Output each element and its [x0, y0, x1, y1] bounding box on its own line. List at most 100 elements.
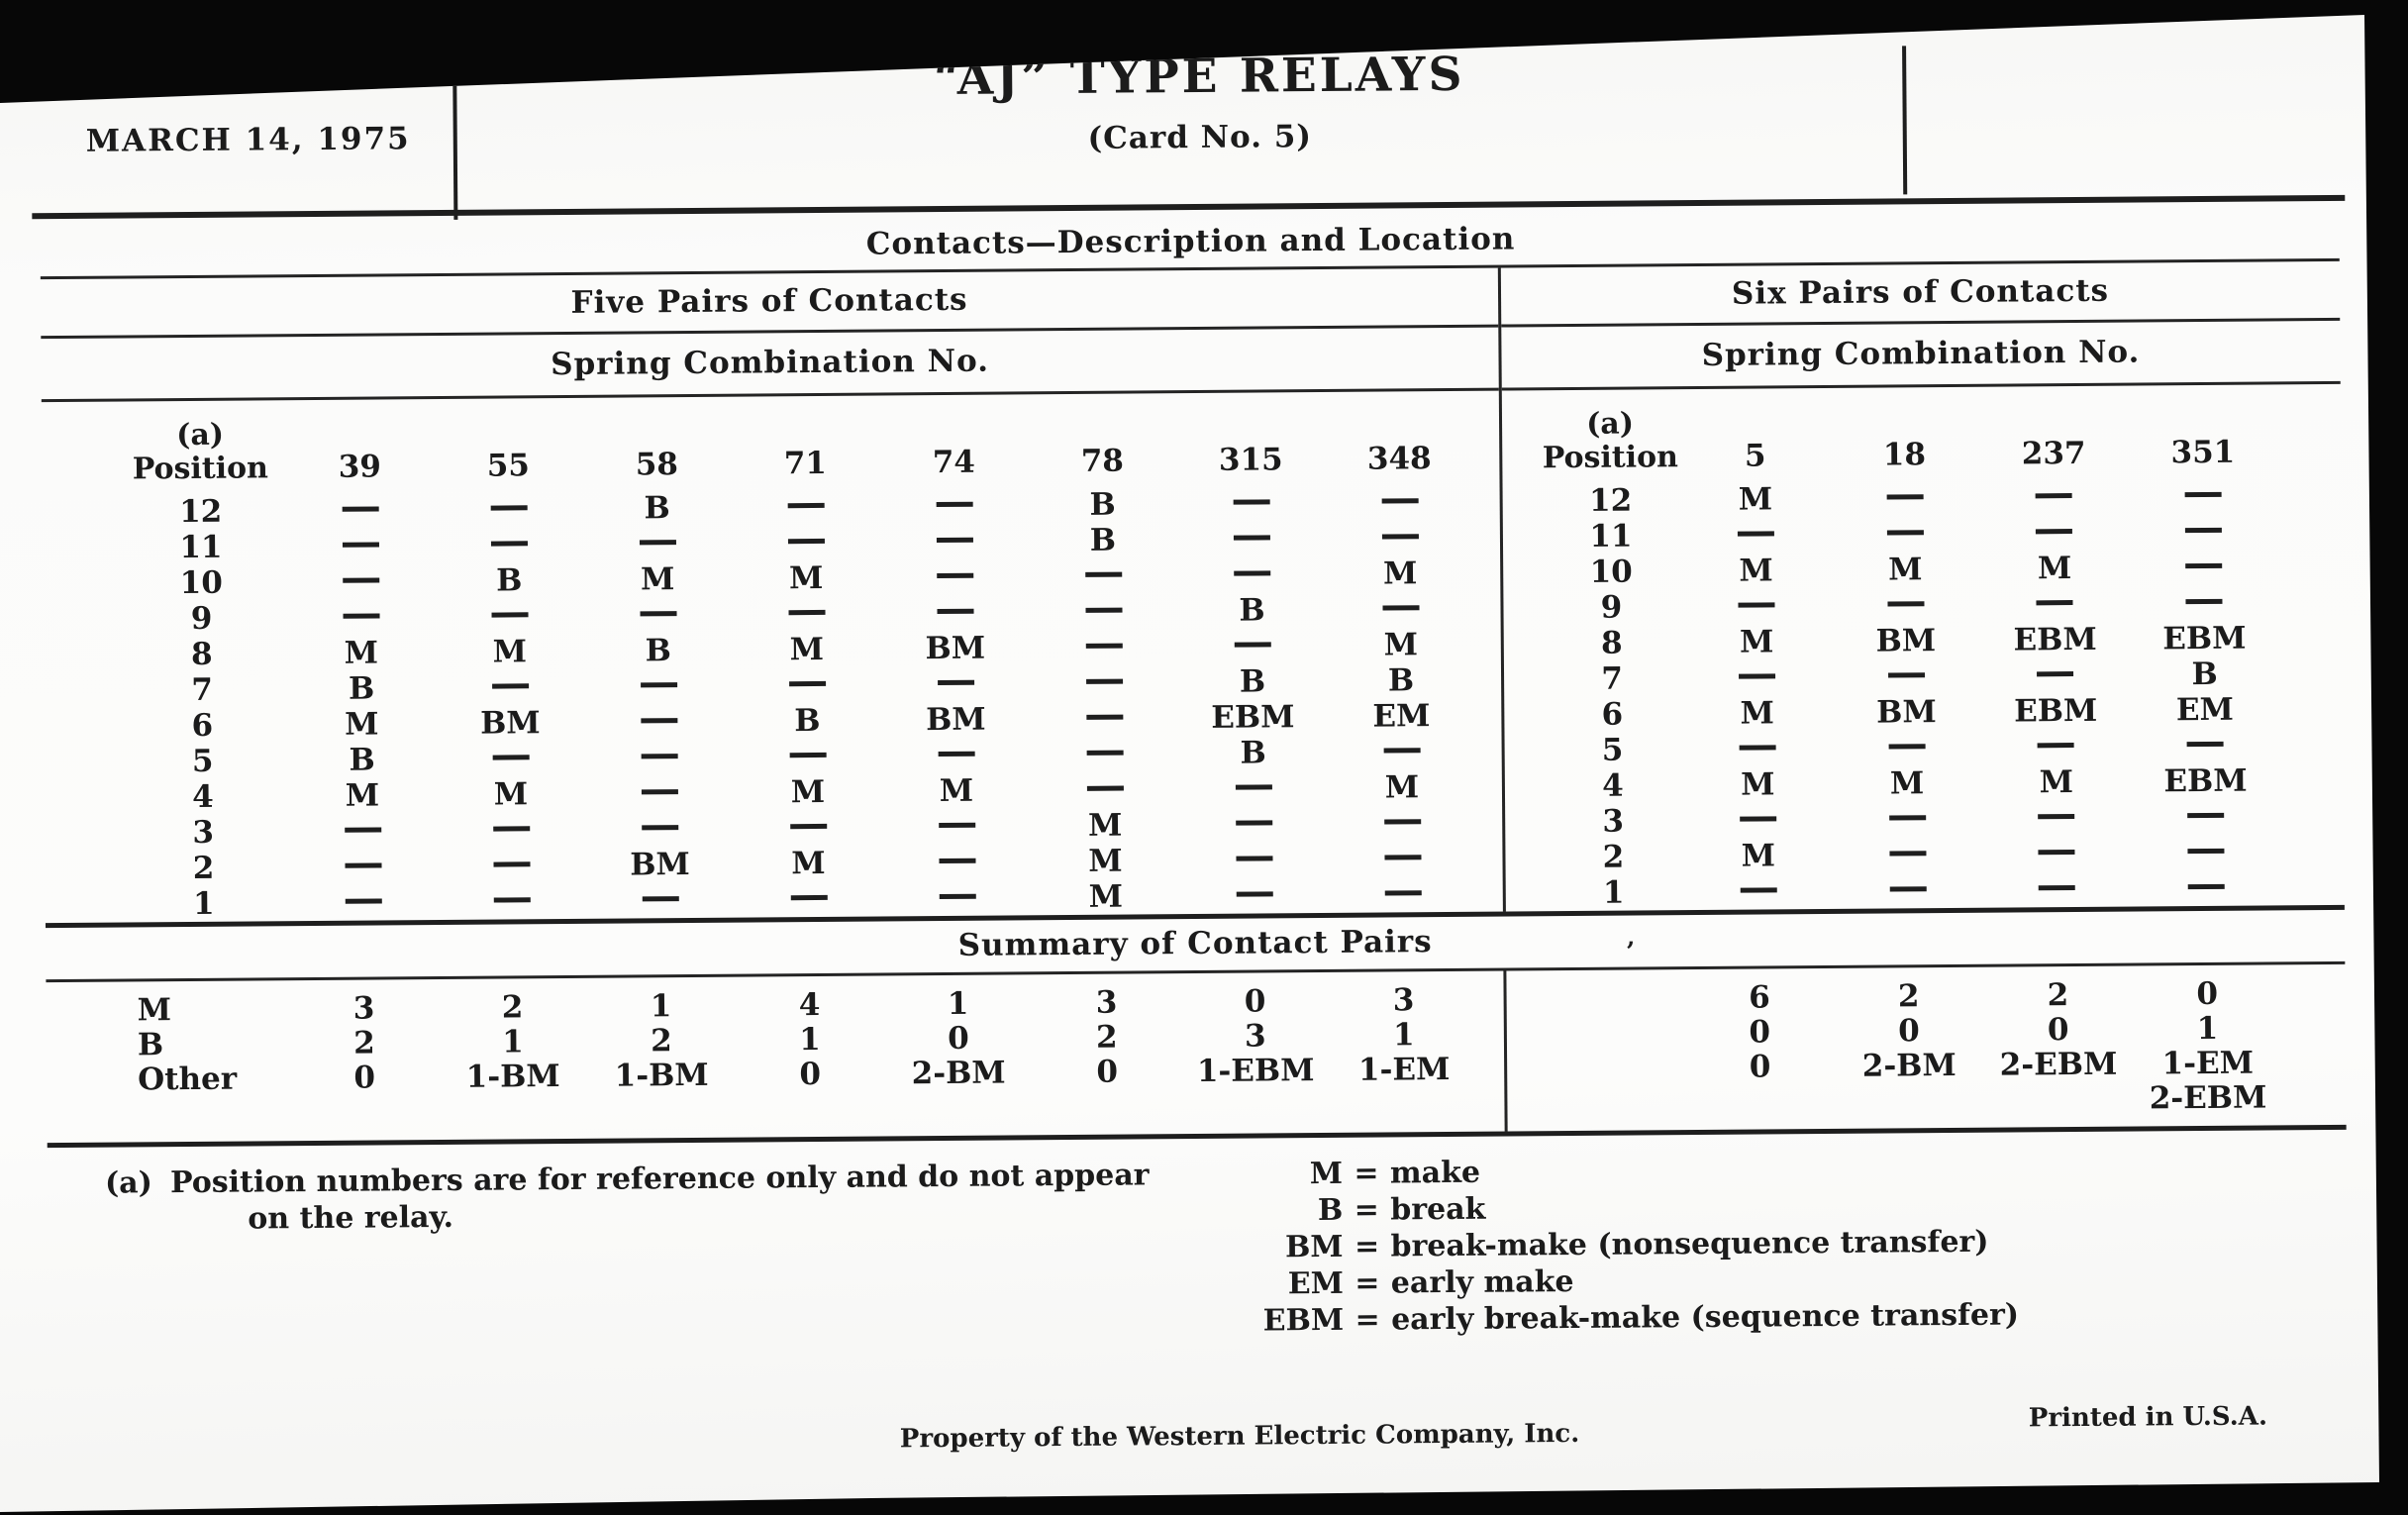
no-contact-dash — [437, 848, 585, 884]
legend-abbr: BM — [1284, 1229, 1344, 1265]
position-column-header: (a) Position — [1542, 406, 1679, 476]
no-contact-dash — [585, 811, 734, 848]
no-contact-dash — [1329, 876, 1477, 913]
contact-type-cell: 2 — [352, 1025, 375, 1061]
position-cell: 7 — [1601, 660, 1623, 697]
position-cell: 3 — [1602, 803, 1625, 840]
contact-type-cell: 1 — [650, 988, 672, 1025]
no-contact-dash — [586, 882, 735, 919]
contact-type-cell: M — [1739, 624, 1774, 660]
position-cell: 5 — [1601, 732, 1624, 768]
contact-type-cell: M — [790, 773, 826, 811]
contact-type-cell: B — [794, 702, 821, 740]
summary-title-text: Summary of Contact Pairs — [957, 924, 1433, 963]
position-cell: 6 — [191, 707, 214, 744]
no-contact-dash — [882, 844, 1031, 880]
position-cell: 2 — [192, 850, 215, 886]
no-contact-dash — [286, 528, 435, 564]
spring-combination-header: 55 — [486, 448, 531, 484]
contact-type-cell: M — [1740, 766, 1775, 803]
contact-type-cell: BM — [479, 705, 541, 742]
issue-date: MARCH 14, 1975 — [85, 121, 411, 159]
contact-type-cell: 0 — [947, 1020, 969, 1057]
contact-type-cell: 4 — [798, 986, 821, 1024]
legend-equals: = — [1354, 1156, 1379, 1191]
no-contact-dash — [1326, 484, 1474, 521]
no-contact-dash — [1328, 841, 1476, 877]
no-contact-dash — [1833, 872, 1982, 909]
summary-label: M — [137, 992, 172, 1029]
no-contact-dash — [1683, 802, 1833, 839]
no-contact-dash — [435, 598, 583, 635]
position-cell: 1 — [1602, 874, 1625, 911]
spring-combination-header: 39 — [338, 449, 382, 485]
contact-type-cell: B — [2191, 656, 2218, 693]
contact-type-cell: M — [1741, 838, 1776, 874]
contact-type-cell: 0 — [799, 1056, 822, 1093]
contact-type-cell: 3 — [352, 990, 375, 1027]
spring-combination-header: 78 — [1080, 443, 1125, 479]
contact-type-cell: 0 — [1749, 1049, 1771, 1085]
card-content: MARCH 14, 1975 “AJ” TYPE RELAYS (Card No… — [31, 19, 2359, 1512]
no-contact-dash — [734, 809, 882, 846]
no-contact-dash — [437, 741, 585, 777]
no-contact-dash — [1326, 591, 1474, 628]
position-column-header: (a) Position — [132, 417, 269, 487]
no-contact-dash — [1830, 480, 1979, 517]
position-cell: 5 — [191, 743, 214, 779]
no-contact-dash — [286, 599, 435, 636]
no-contact-dash — [584, 668, 733, 705]
no-contact-dash — [1982, 836, 2132, 872]
no-contact-dash — [1681, 588, 1831, 625]
contact-type-cell: B — [1239, 663, 1266, 700]
position-cell: 9 — [1600, 589, 1623, 626]
contact-type-cell: 1-BM — [465, 1059, 560, 1095]
summary-label — [1545, 1051, 1686, 1121]
footnote-marker: (a) — [104, 1165, 152, 1201]
footnote-a: (a) Position numbers are for reference o… — [105, 1157, 1185, 1349]
no-contact-dash — [583, 526, 732, 562]
contact-type-cell: 1 — [2196, 1010, 2219, 1048]
no-contact-dash — [733, 666, 881, 703]
legend-row: EBM = early break-make (sequence transfer) — [1237, 1296, 2020, 1339]
no-contact-dash — [1684, 873, 1834, 910]
contact-type-cell: 2-EBM — [1999, 1046, 2118, 1083]
right-column-headers: (a) Position 5 18 237 351 — [1502, 384, 2342, 484]
contact-type-cell: 0 — [2196, 975, 2219, 1013]
contact-type-cell: M — [788, 559, 824, 597]
no-contact-dash — [1982, 800, 2132, 837]
no-contact-dash — [1177, 485, 1326, 522]
printed-in-usa: Printed in U.S.A. — [2028, 1401, 2268, 1434]
no-contact-dash — [1029, 557, 1177, 594]
no-contact-dash — [732, 595, 880, 632]
spring-combination-header: 351 — [2170, 434, 2236, 471]
no-contact-dash — [1030, 629, 1178, 665]
no-contact-dash — [881, 665, 1030, 702]
left-summary-rows: M 3 2 1 4 1 3 0 3 B 2 1 2 1 0 2 3 1 Other 0 1-BM 1-BM 0 2-BM 0 1-… — [47, 982, 1505, 1099]
no-contact-dash — [288, 813, 437, 850]
summary-row: 0 2-BM 2-EBM 1-EM 2-EBM — [1507, 1046, 2347, 1122]
no-contact-dash — [1981, 729, 2131, 765]
contact-type-cell: M — [640, 561, 675, 598]
spring-combination-header: 237 — [2021, 435, 2086, 472]
contact-type-cell: M — [493, 776, 529, 813]
legend-abbr: M — [1309, 1156, 1344, 1192]
contact-type-cell: B — [1240, 735, 1266, 771]
no-contact-dash — [1832, 658, 1981, 695]
contact-type-cell: B — [1387, 662, 1415, 699]
no-contact-dash — [1179, 842, 1328, 878]
contact-type-cell: M — [1740, 695, 1775, 732]
position-cell: 10 — [1589, 554, 1633, 590]
contact-type-cell: 1 — [798, 1021, 821, 1059]
summary-section: M 3 2 1 4 1 3 0 3 B 2 1 2 1 0 2 3 1 Other 0 1-BM 1-BM 0 2-BM 0 1-… — [46, 964, 2347, 1144]
no-contact-dash — [880, 487, 1029, 524]
contact-type-cell: M — [1088, 843, 1123, 879]
legend-definition: break-make (nonsequence transfer) — [1390, 1224, 1989, 1264]
position-cell: 12 — [1588, 482, 1633, 519]
contact-type-cell: 0 — [1898, 1013, 1920, 1050]
contact-type-cell: 2 — [1897, 978, 1920, 1015]
no-contact-dash — [1681, 517, 1831, 554]
contact-type-cell: M — [791, 845, 826, 882]
legend-row: M = make — [1236, 1150, 2018, 1192]
